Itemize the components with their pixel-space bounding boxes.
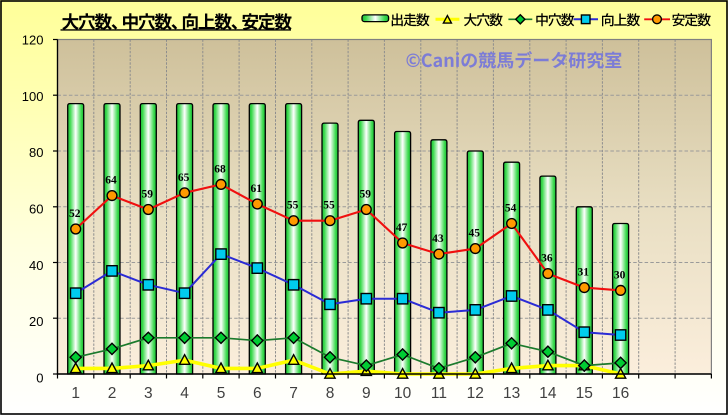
svg-text:60: 60 [29, 202, 43, 217]
svg-text:80: 80 [29, 145, 43, 160]
svg-text:64: 64 [105, 175, 117, 187]
svg-text:52: 52 [69, 208, 81, 220]
svg-text:54: 54 [505, 203, 517, 215]
svg-text:9: 9 [362, 385, 371, 402]
svg-text:43: 43 [432, 233, 444, 245]
svg-text:65: 65 [178, 172, 190, 184]
svg-text:40: 40 [29, 258, 43, 273]
svg-text:31: 31 [578, 267, 590, 279]
svg-text:20: 20 [29, 314, 43, 329]
svg-text:8: 8 [326, 385, 335, 402]
svg-text:36: 36 [541, 253, 553, 265]
svg-text:55: 55 [323, 200, 335, 212]
svg-text:6: 6 [253, 385, 262, 402]
svg-text:45: 45 [469, 228, 481, 240]
svg-text:120: 120 [22, 32, 44, 47]
svg-text:7: 7 [289, 385, 298, 402]
svg-text:100: 100 [22, 89, 44, 104]
svg-text:47: 47 [396, 222, 408, 234]
svg-text:30: 30 [614, 269, 626, 281]
svg-text:12: 12 [467, 385, 484, 402]
svg-text:11: 11 [431, 385, 447, 402]
svg-text:13: 13 [503, 385, 520, 402]
svg-text:10: 10 [394, 385, 412, 402]
svg-text:68: 68 [214, 163, 226, 175]
svg-text:61: 61 [251, 183, 263, 195]
svg-text:55: 55 [287, 200, 299, 212]
svg-text:4: 4 [180, 385, 189, 402]
svg-text:2: 2 [108, 385, 117, 402]
svg-text:1: 1 [71, 385, 80, 402]
svg-text:16: 16 [612, 385, 629, 402]
svg-text:15: 15 [576, 385, 593, 402]
svg-text:14: 14 [539, 385, 557, 402]
svg-text:59: 59 [142, 189, 154, 201]
svg-text:0: 0 [36, 371, 43, 386]
svg-text:59: 59 [360, 189, 372, 201]
svg-text:3: 3 [144, 385, 153, 402]
svg-text:5: 5 [217, 385, 226, 402]
